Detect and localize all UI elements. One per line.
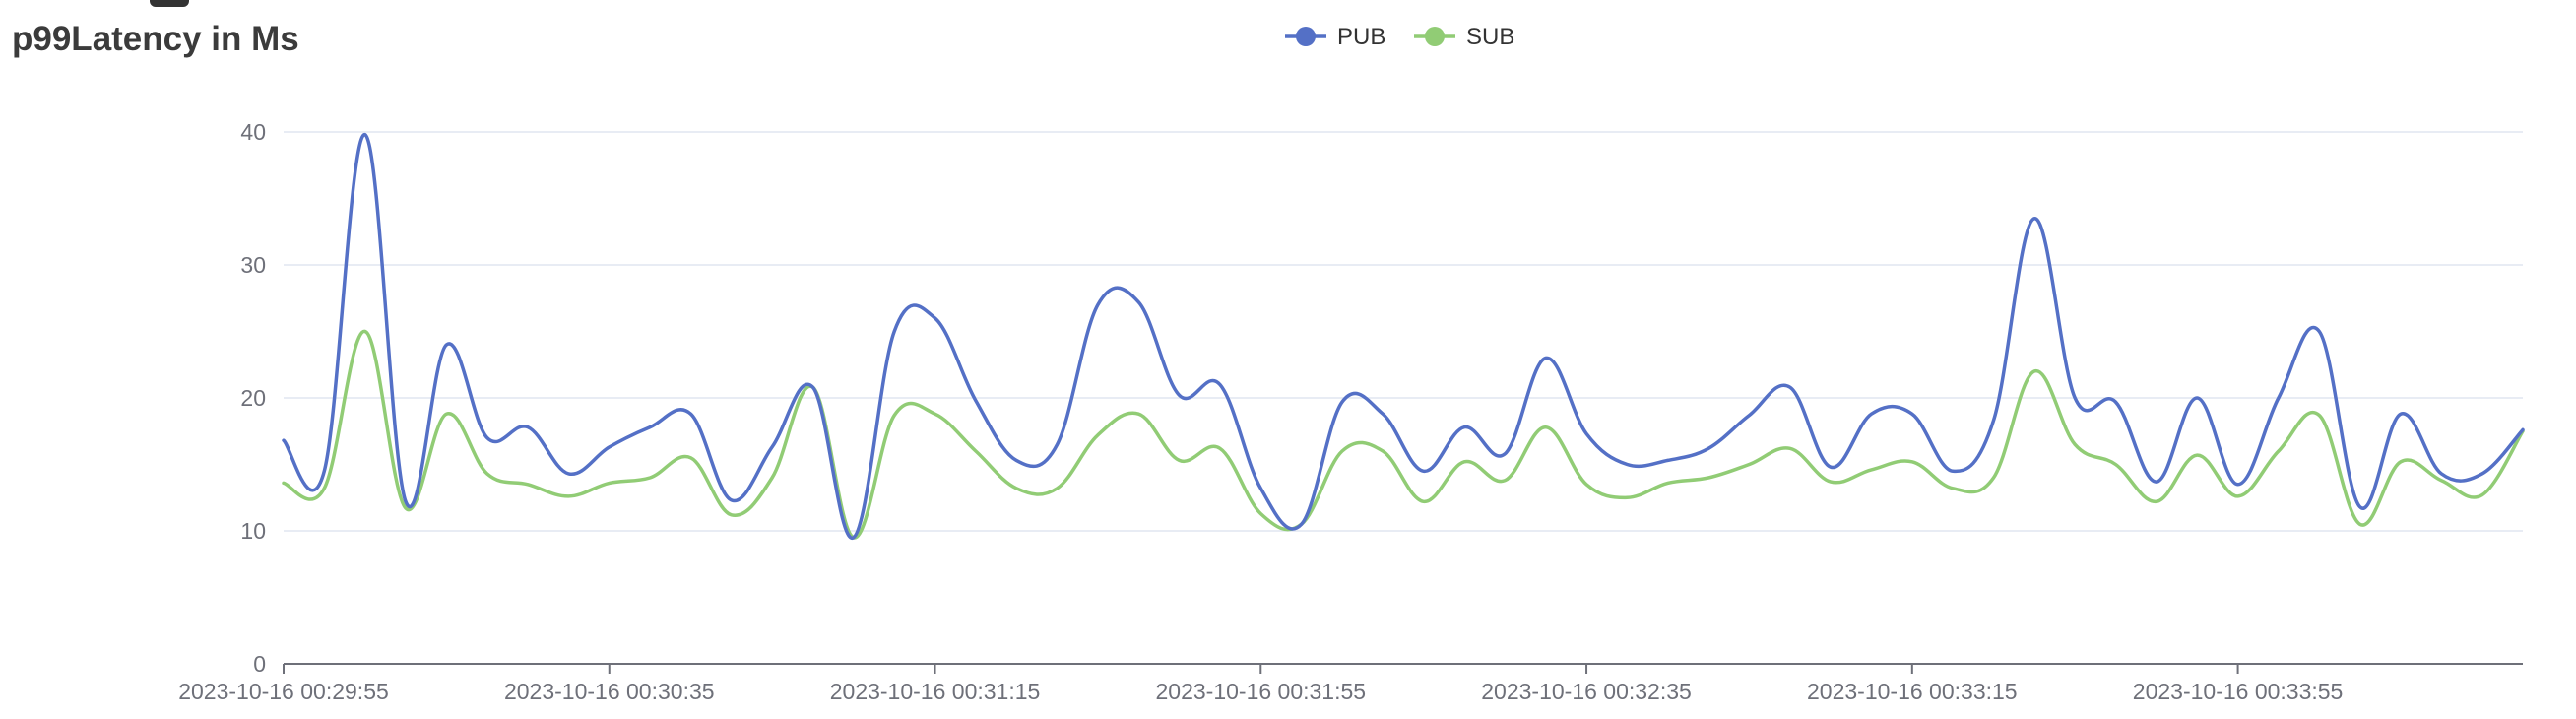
y-tick-label: 20 bbox=[240, 385, 266, 411]
legend-marker-icon bbox=[1425, 27, 1445, 46]
legend[interactable]: PUB SUB bbox=[1285, 24, 1514, 50]
x-tick-label: 2023-10-16 00:30:35 bbox=[504, 679, 715, 704]
series-line-pub bbox=[282, 132, 2525, 540]
series-line-sub bbox=[282, 329, 2525, 540]
y-tick-label: 40 bbox=[240, 119, 266, 145]
legend-item-pub[interactable]: PUB bbox=[1285, 24, 1385, 50]
series-lines bbox=[282, 132, 2525, 540]
legend-label: PUB bbox=[1337, 24, 1385, 50]
legend-label: SUB bbox=[1466, 24, 1514, 50]
grid-lines bbox=[284, 131, 2523, 532]
legend-item-sub[interactable]: SUB bbox=[1414, 24, 1514, 50]
y-tick-label: 10 bbox=[240, 518, 266, 544]
y-tick-label: 30 bbox=[240, 252, 266, 278]
x-tick-label: 2023-10-16 00:32:35 bbox=[1481, 679, 1692, 704]
chart-title: p99Latency in Ms bbox=[12, 20, 299, 58]
y-tick-label: 0 bbox=[253, 651, 266, 677]
x-tick-label: 2023-10-16 00:31:55 bbox=[1156, 679, 1367, 704]
axes: 0 10 20 30 40 2023-10-16 00:29:55 2023-10-16 0… bbox=[178, 119, 2523, 704]
x-tick-label: 2023-10-16 00:31:15 bbox=[830, 679, 1041, 704]
top-tab-marker bbox=[150, 0, 189, 7]
legend-marker-icon bbox=[1296, 27, 1316, 46]
x-tick-label: 2023-10-16 00:33:15 bbox=[1807, 679, 2018, 704]
x-tick-label: 2023-10-16 00:33:55 bbox=[2133, 679, 2344, 704]
x-tick-label: 2023-10-16 00:29:55 bbox=[178, 679, 389, 704]
